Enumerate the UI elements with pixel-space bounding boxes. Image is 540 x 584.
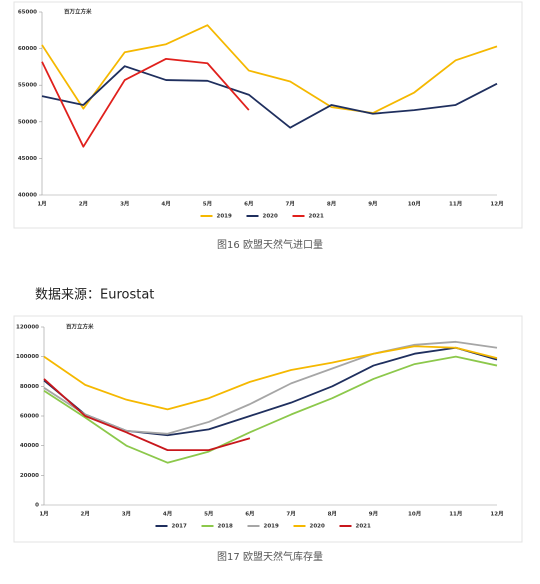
series-line xyxy=(43,355,498,464)
legend-label: 2018 xyxy=(218,524,233,530)
legend-label: 2019 xyxy=(264,524,279,530)
legend-label: 2021 xyxy=(309,214,324,220)
x-tick-label: 11月 xyxy=(449,200,462,208)
y-tick-label: 0 xyxy=(35,503,39,509)
x-tick-label: 12月 xyxy=(490,510,503,518)
y-tick-label: 120000 xyxy=(16,325,39,331)
y-tick-label: 40000 xyxy=(18,193,37,199)
y-tick-label: 80000 xyxy=(20,384,39,390)
y-tick-label: 50000 xyxy=(18,119,37,125)
x-tick-label: 1月 xyxy=(39,510,48,518)
x-tick-label: 4月 xyxy=(161,200,170,208)
y-axis-label: 百万立方米 xyxy=(64,8,92,16)
legend-label: 2021 xyxy=(356,524,371,530)
x-tick-label: 9月 xyxy=(368,200,377,208)
source-note: 数据来源：Eurostat xyxy=(35,288,154,303)
x-tick-label: 2月 xyxy=(81,510,90,518)
legend-label: 2017 xyxy=(172,524,187,530)
x-tick-label: 10月 xyxy=(408,510,421,518)
y-tick-label: 60000 xyxy=(18,46,37,52)
x-tick-label: 8月 xyxy=(328,510,337,518)
caption: 图17 欧盟天然气库存量 xyxy=(217,550,323,563)
x-tick-label: 9月 xyxy=(369,510,378,518)
series-line xyxy=(41,65,498,129)
x-tick-label: 5月 xyxy=(204,510,213,518)
legend-label: 2019 xyxy=(217,214,232,220)
y-tick-label: 40000 xyxy=(20,443,39,449)
x-tick-label: 10月 xyxy=(408,200,421,208)
legend-label: 2020 xyxy=(263,214,278,220)
y-tick-label: 20000 xyxy=(20,473,39,479)
series-line xyxy=(41,24,498,114)
x-tick-label: 4月 xyxy=(163,510,172,518)
x-tick-label: 3月 xyxy=(120,200,129,208)
y-tick-label: 55000 xyxy=(18,83,37,89)
legend-label: 2020 xyxy=(310,524,325,530)
y-axis-label: 百万立方米 xyxy=(66,323,94,331)
chart-frame xyxy=(13,315,523,543)
series-line xyxy=(43,378,251,452)
x-tick-label: 7月 xyxy=(286,200,295,208)
x-tick-label: 7月 xyxy=(286,510,295,518)
y-tick-label: 100000 xyxy=(16,354,39,360)
x-tick-label: 3月 xyxy=(122,510,131,518)
series-line xyxy=(43,340,498,435)
chart-frame xyxy=(13,1,523,229)
series-line xyxy=(41,57,250,148)
x-tick-label: 2月 xyxy=(79,200,88,208)
y-tick-label: 65000 xyxy=(18,10,37,16)
x-tick-label: 6月 xyxy=(245,510,254,518)
x-tick-label: 6月 xyxy=(244,200,253,208)
x-tick-label: 1月 xyxy=(37,200,46,208)
y-tick-label: 45000 xyxy=(18,156,37,162)
y-tick-label: 60000 xyxy=(20,414,39,420)
x-tick-label: 8月 xyxy=(327,200,336,208)
x-tick-label: 5月 xyxy=(203,200,212,208)
x-tick-label: 12月 xyxy=(490,200,503,208)
series-line xyxy=(43,345,498,411)
x-tick-label: 11月 xyxy=(449,510,462,518)
caption: 图16 欧盟天然气进口量 xyxy=(217,238,323,251)
